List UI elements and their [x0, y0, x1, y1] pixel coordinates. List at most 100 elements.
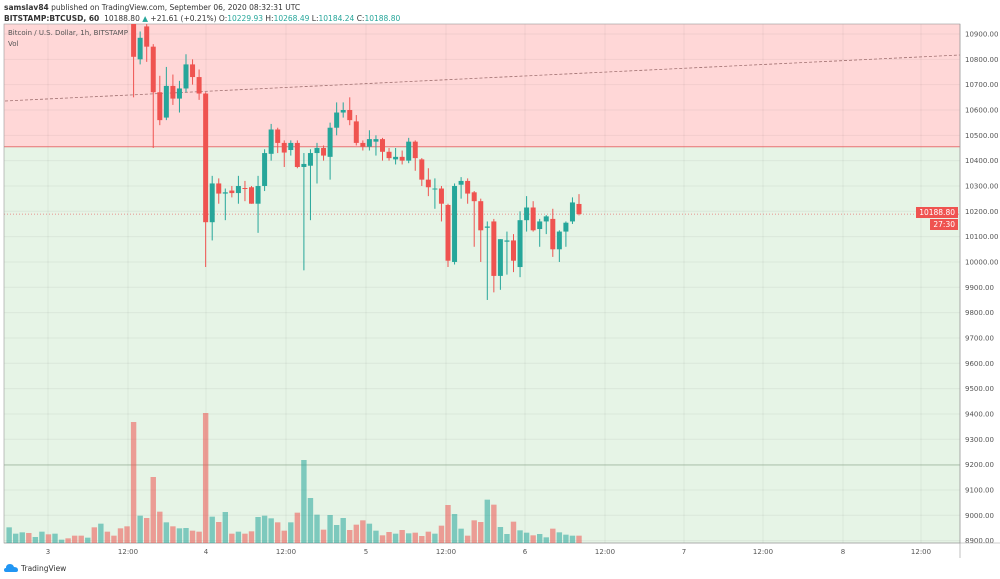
volume-bar [196, 531, 202, 543]
price-axis-label: 10900.00 [965, 31, 998, 39]
candle-body [412, 141, 418, 159]
volume-bar [209, 516, 215, 543]
volume-bar [170, 526, 176, 543]
candle-body [432, 188, 438, 190]
volume-bar [550, 528, 556, 543]
time-axis-label: 3 [46, 548, 50, 556]
volume-bar [458, 528, 464, 543]
candle-body [569, 202, 575, 222]
volume-bar [530, 535, 536, 543]
candle-body [465, 180, 471, 194]
candle-body [445, 204, 451, 261]
candle-body [419, 159, 425, 180]
volume-bar [320, 529, 327, 543]
price-axis-label: 10800.00 [965, 56, 998, 64]
candle-body [563, 222, 569, 232]
candle-body [524, 207, 530, 221]
volume-bar [137, 515, 143, 543]
candle-body [471, 192, 477, 202]
volume-bar [301, 460, 307, 543]
candle-body [543, 216, 549, 222]
candle-body [275, 129, 281, 143]
volume-bar [510, 521, 517, 543]
volume-bar [392, 533, 399, 543]
volume-bar [52, 533, 58, 543]
candle-body [288, 142, 294, 151]
change: +21.61 (+0.21%) [150, 14, 217, 23]
time-axis-label: 4 [204, 548, 209, 556]
volume-bar [111, 535, 117, 543]
volume-bar [216, 522, 222, 543]
volume-legend: Vol [8, 40, 19, 48]
volume-bar [347, 530, 353, 543]
volume-bar [65, 538, 71, 543]
volume-bar [366, 523, 373, 543]
volume-bar [314, 514, 320, 543]
price-axis-label: 9700.00 [965, 334, 994, 342]
candle-body [157, 92, 163, 121]
volume-bar [288, 522, 294, 543]
candle-body [229, 190, 235, 194]
volume-bar [537, 534, 543, 543]
candle-body [511, 240, 516, 261]
price-axis-label: 9300.00 [965, 436, 994, 444]
volume-bar [255, 517, 261, 543]
volume-bar [438, 525, 445, 543]
volume-bar [425, 531, 432, 543]
volume-bar [386, 532, 392, 543]
bar-countdown-tag: 27:30 [930, 219, 958, 230]
time-axis-label: 12:00 [753, 548, 773, 556]
price-axis-label: 9900.00 [965, 284, 994, 292]
candle-body [183, 64, 189, 89]
candle-body [190, 64, 196, 78]
volume-bar [497, 527, 504, 543]
close-label: C: [356, 14, 365, 23]
volume-bar [144, 518, 150, 543]
candle-body [321, 147, 327, 156]
time-axis-label: 6 [523, 548, 528, 556]
time-axis-label: 12:00 [276, 548, 296, 556]
price-axis-label: 9600.00 [965, 360, 994, 368]
volume-bar [91, 527, 97, 543]
candle-body [452, 185, 458, 262]
price-axis-label: 10400.00 [965, 157, 998, 165]
volume-bar [478, 522, 484, 543]
candle-body [438, 188, 444, 204]
candle-body [242, 188, 248, 190]
price-axis-label: 9800.00 [965, 309, 994, 317]
price-axis-label: 10700.00 [965, 81, 998, 89]
candle-body [458, 180, 464, 185]
volume-bar [294, 512, 301, 543]
volume-bar [399, 530, 405, 543]
series-group [6, 24, 582, 543]
volume-bar [157, 511, 163, 543]
volume-bar [183, 528, 189, 543]
brand-label[interactable]: TradingView [21, 563, 67, 573]
candle-body [307, 153, 313, 166]
volume-bar [19, 532, 25, 543]
publisher-name[interactable]: samslav84 [4, 3, 49, 12]
candle-body [373, 139, 379, 142]
candle-body [170, 85, 176, 99]
volume-bar [150, 477, 156, 543]
volume-bar [360, 520, 366, 543]
volume-bar [98, 523, 104, 543]
candle-body [406, 141, 412, 161]
candle-body [203, 93, 209, 223]
candle-body [353, 121, 359, 143]
volume-bar [242, 533, 248, 543]
volume-bar [85, 537, 91, 543]
volume-bar [307, 498, 314, 543]
volume-bar [222, 512, 228, 543]
price-axis-label: 10500.00 [965, 132, 998, 140]
candle-body [550, 218, 556, 250]
volume-bar [58, 539, 65, 543]
price-axis-label: 9000.00 [965, 512, 994, 520]
volume-bar [176, 528, 183, 543]
price-axis-label: 10300.00 [965, 182, 998, 190]
candle-body [556, 231, 562, 250]
candle-body [249, 187, 254, 204]
volume-bar [451, 514, 458, 543]
price-axis-label: 10100.00 [965, 233, 998, 241]
